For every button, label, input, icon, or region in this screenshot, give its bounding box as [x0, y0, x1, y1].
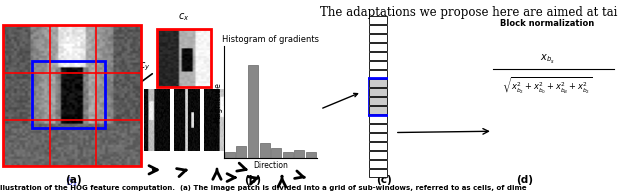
Text: $b_x$: $b_x$ — [66, 176, 78, 190]
Text: (c): (c) — [376, 175, 392, 185]
Bar — [369, 34, 387, 42]
Bar — [369, 61, 387, 69]
Bar — [248, 65, 258, 158]
Bar — [367, 78, 390, 115]
Bar — [369, 151, 387, 159]
Bar — [369, 106, 387, 114]
Bar — [369, 52, 387, 60]
Bar — [369, 142, 387, 150]
X-axis label: Direction: Direction — [253, 161, 288, 170]
Bar — [294, 150, 305, 158]
Text: (d): (d) — [516, 175, 533, 185]
Bar — [283, 152, 292, 158]
Text: Block normalization: Block normalization — [500, 19, 595, 28]
Text: The adaptations we propose here are aimed at tai: The adaptations we propose here are aime… — [320, 6, 618, 19]
Bar — [369, 124, 387, 132]
Text: $x_{b_s}$: $x_{b_s}$ — [540, 52, 555, 66]
Bar — [369, 25, 387, 33]
Text: (b): (b) — [244, 175, 261, 185]
Bar — [369, 115, 387, 123]
Bar — [236, 146, 246, 158]
Text: $\sqrt{x_{b_2}^2 + x_{b_0}^2 + x_{b_B}^2 + x_{b_2}^2}$: $\sqrt{x_{b_2}^2 + x_{b_0}^2 + x_{b_B}^2… — [502, 75, 592, 96]
Text: $x_{b_0}$: $x_{b_0}$ — [303, 93, 358, 119]
Y-axis label: Magnitude: Magnitude — [214, 82, 223, 123]
Bar — [306, 152, 316, 158]
Bar — [369, 97, 387, 105]
Bar — [271, 148, 281, 158]
Title: Histogram of gradients: Histogram of gradients — [222, 35, 319, 44]
Bar — [369, 70, 387, 78]
Bar — [369, 169, 387, 177]
Text: (a): (a) — [65, 175, 82, 185]
Bar — [369, 160, 387, 168]
Bar — [369, 43, 387, 51]
Bar — [260, 143, 269, 158]
Text: llustration of the HOG feature computation.  (a) The image patch is divided into: llustration of the HOG feature computati… — [0, 185, 527, 191]
Text: $c_x$: $c_x$ — [179, 11, 189, 23]
Text: $x_{b_0}$: $x_{b_0}$ — [108, 58, 172, 107]
Bar — [225, 152, 235, 158]
Bar — [369, 79, 387, 87]
Bar — [369, 16, 387, 24]
Bar — [32, 62, 105, 128]
Bar — [369, 133, 387, 141]
Bar — [369, 88, 387, 96]
Text: $c_y$: $c_y$ — [139, 60, 150, 73]
